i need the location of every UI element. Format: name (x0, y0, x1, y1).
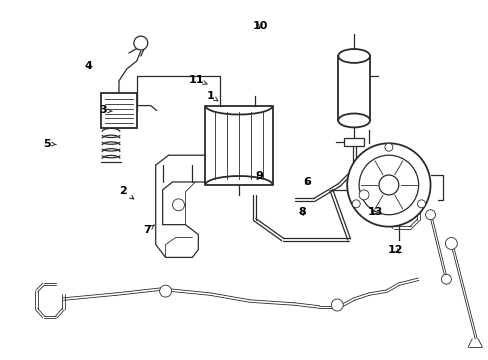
Text: 1: 1 (206, 91, 218, 101)
Bar (101, 93, 137, 129)
Text: 6: 6 (303, 177, 311, 187)
Text: 4: 4 (84, 61, 92, 71)
Bar (338, 56, 369, 121)
Bar (205, 105, 272, 185)
Circle shape (351, 200, 360, 208)
Circle shape (425, 210, 435, 220)
Text: 3: 3 (99, 105, 112, 115)
Circle shape (417, 200, 425, 208)
Ellipse shape (338, 113, 369, 127)
Bar (344, 138, 364, 146)
Circle shape (160, 285, 171, 297)
Text: 10: 10 (252, 21, 267, 31)
Circle shape (134, 36, 147, 50)
Circle shape (445, 238, 456, 249)
Text: 2: 2 (119, 186, 134, 199)
Text: 5: 5 (43, 139, 56, 149)
Text: 12: 12 (387, 245, 403, 255)
Text: 11: 11 (188, 75, 207, 85)
Circle shape (441, 274, 450, 284)
Circle shape (346, 143, 429, 227)
Circle shape (172, 199, 184, 211)
Circle shape (358, 155, 418, 215)
Circle shape (378, 175, 398, 195)
Ellipse shape (338, 49, 369, 63)
Text: 7: 7 (143, 225, 154, 235)
Text: 8: 8 (297, 207, 305, 217)
Circle shape (331, 299, 343, 311)
Text: 13: 13 (367, 207, 383, 217)
Circle shape (358, 190, 368, 200)
Circle shape (384, 143, 392, 151)
Text: 9: 9 (255, 171, 263, 181)
